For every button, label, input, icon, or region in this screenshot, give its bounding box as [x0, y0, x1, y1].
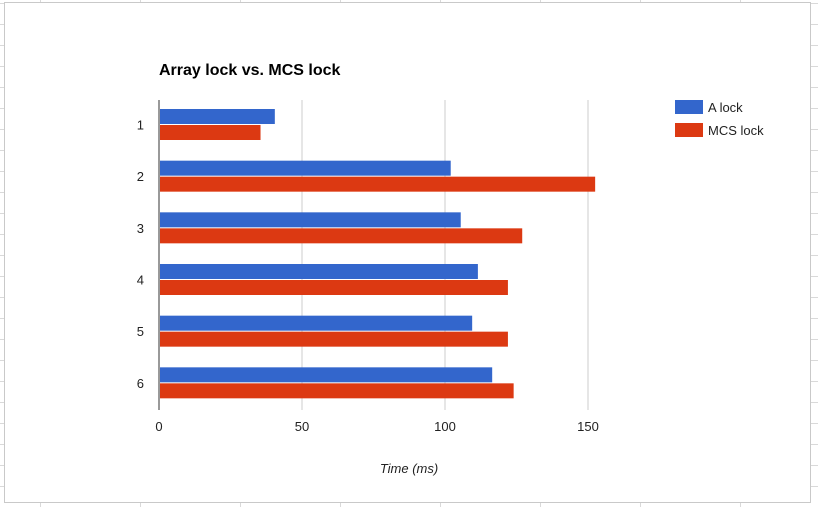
bar-a-lock-4[interactable]: [160, 264, 478, 279]
x-tick-label: 50: [295, 419, 309, 434]
x-tick-label: 100: [434, 419, 456, 434]
x-tick-labels: 0 50 100 150: [155, 419, 598, 434]
legend-swatch-mcs-lock: [675, 123, 703, 137]
chart-panel: [4, 2, 811, 503]
bar-a-lock-2[interactable]: [160, 160, 451, 176]
legend-label: A lock: [708, 100, 743, 115]
x-tick-label: 0: [155, 419, 162, 434]
gridlines: [301, 100, 589, 410]
y-tick-label: 1: [137, 118, 144, 133]
legend[interactable]: A lock MCS lock: [675, 100, 764, 138]
bar-mcs-lock-5[interactable]: [160, 331, 508, 347]
bar-mcs-lock-3[interactable]: [160, 228, 523, 244]
bar-mcs-lock-2[interactable]: [160, 176, 596, 192]
y-tick-label: 3: [137, 221, 144, 236]
x-axis-title: Time (ms): [380, 461, 438, 476]
y-tick-label: 5: [137, 324, 144, 339]
y-tick-labels: 1 2 3 4 5 6: [137, 118, 144, 391]
y-tick-label: 2: [137, 169, 144, 184]
chart-title: Array lock vs. MCS lock: [159, 62, 341, 79]
bar-a-lock-3[interactable]: [160, 212, 461, 228]
bar-a-lock-6[interactable]: [160, 367, 493, 383]
bar-a-lock-5[interactable]: [160, 315, 473, 331]
bar-mcs-lock-1[interactable]: [160, 125, 261, 140]
bar-a-lock-1[interactable]: [160, 109, 275, 124]
bars: [160, 109, 596, 399]
legend-label: MCS lock: [708, 123, 764, 138]
y-tick-label: 4: [137, 273, 144, 288]
y-tick-label: 6: [137, 376, 144, 391]
x-tick-label: 150: [577, 419, 599, 434]
bar-mcs-lock-6[interactable]: [160, 383, 514, 399]
bar-mcs-lock-4[interactable]: [160, 280, 508, 295]
legend-swatch-a-lock: [675, 100, 703, 114]
